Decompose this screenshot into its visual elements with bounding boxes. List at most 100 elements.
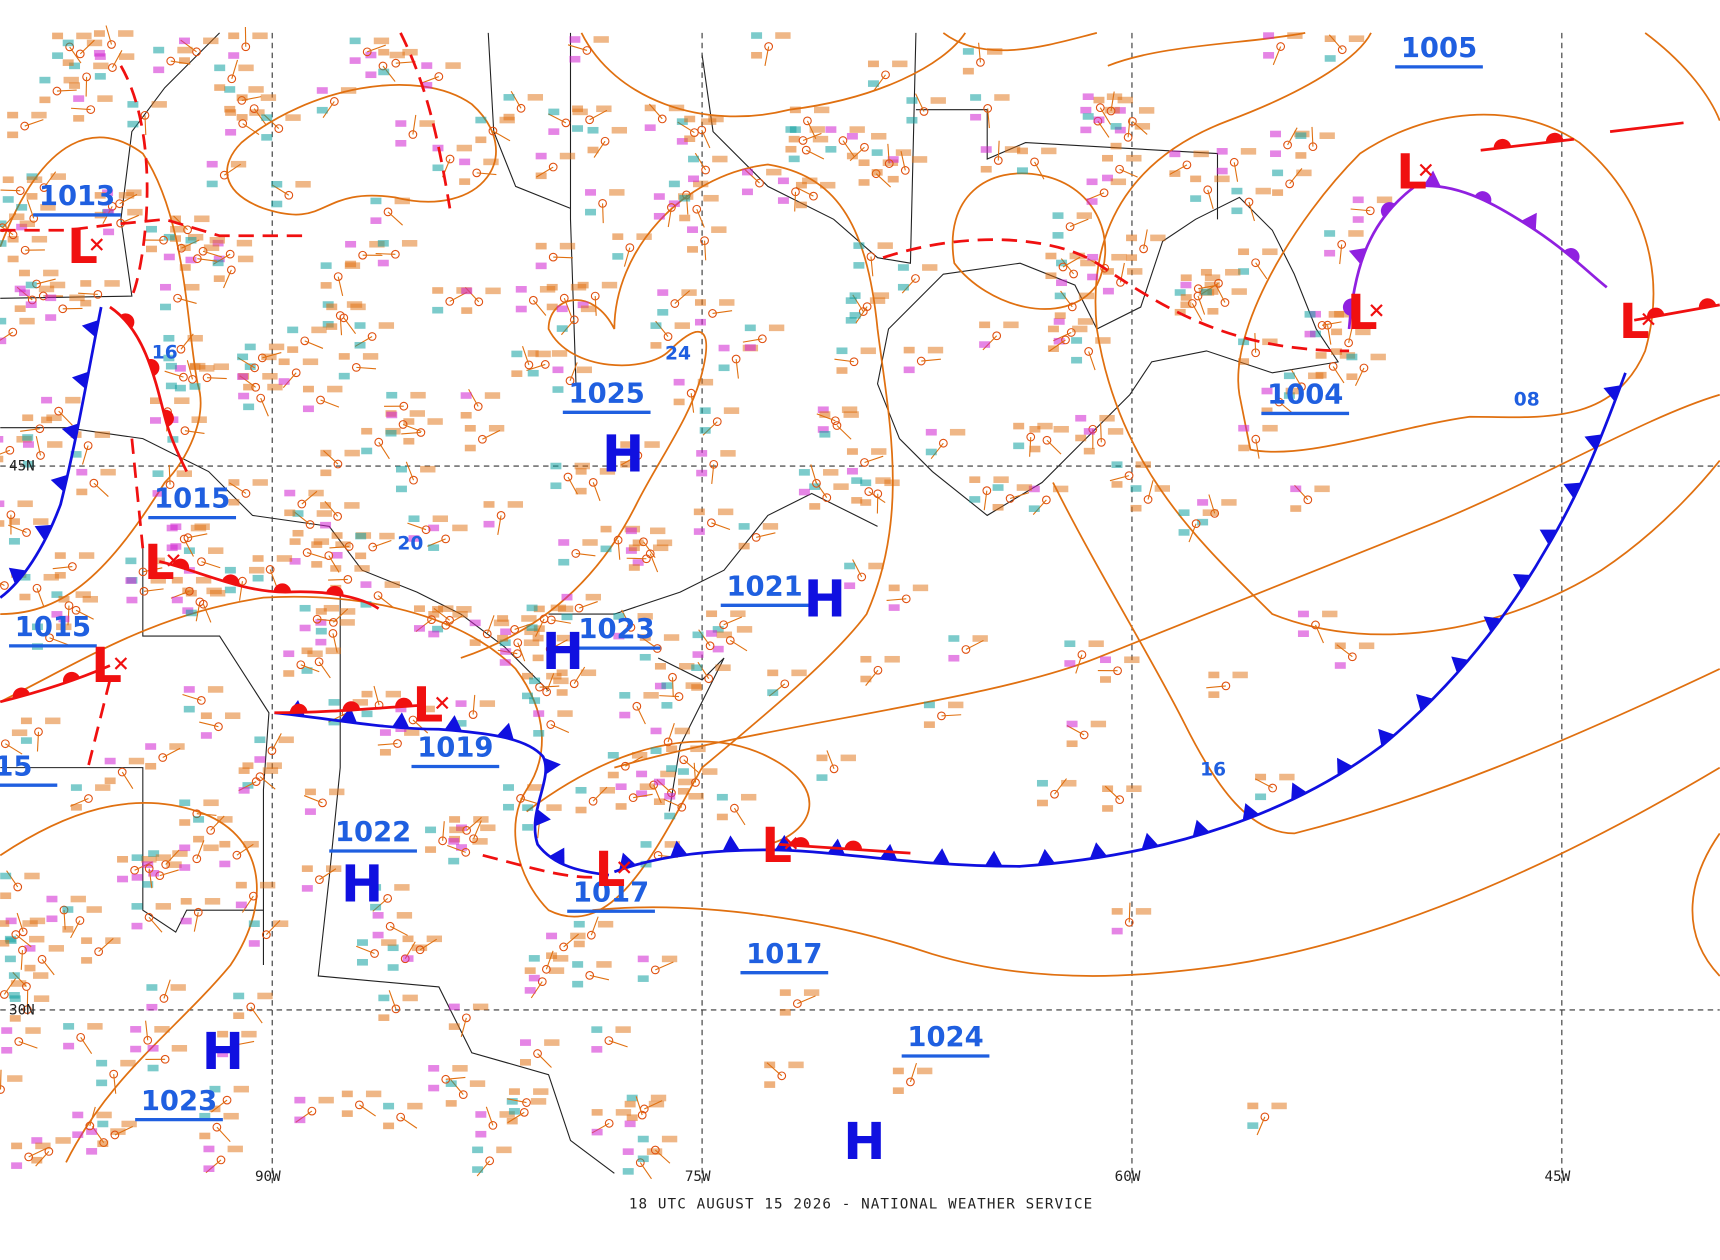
station [488,1121,498,1130]
station-value [395,465,407,473]
station-value [1346,373,1358,381]
station-value [836,347,848,355]
station-value [679,214,691,222]
station-value [72,1131,84,1138]
station-value [691,684,703,691]
station-value [846,152,858,160]
station [857,572,867,582]
station-value [249,566,265,574]
wind-barb [400,1116,418,1129]
station-value [871,132,887,140]
pressure-label: 1013 [39,181,115,212]
wind-barb [16,912,24,933]
wind-barb [539,685,560,688]
wind-barb [78,292,98,295]
station-value [522,824,534,831]
station-value [411,944,428,952]
front-symbol [222,574,240,586]
station-value [843,411,859,418]
station-value [1180,294,1192,301]
station-value [365,1090,382,1098]
station-value [104,777,116,785]
pressure-label: 1022 [335,817,411,848]
station-value [609,189,625,196]
wind-barb [1188,523,1197,543]
station [755,178,764,188]
station-value [395,705,407,713]
station-value [7,111,19,119]
pressure-label: 1019 [417,733,493,764]
high-center: H [202,1022,244,1081]
station [408,130,418,139]
station-value [1271,1102,1287,1110]
wind-barb [1206,685,1226,689]
station-value [696,469,708,477]
station-value [613,613,625,620]
station-value [703,194,719,202]
station-value [1261,387,1273,395]
station-value [331,532,343,539]
station-value [836,367,848,374]
station-value [1036,799,1048,807]
front-symbol [496,722,514,740]
station-value [524,987,536,994]
wind-barb [1128,902,1131,923]
station [227,74,237,84]
station-value [1197,518,1209,526]
station-value [261,353,277,361]
station-value [102,189,114,197]
wind-barb [20,950,24,970]
station [510,625,520,634]
station-value [497,615,509,622]
station [632,701,642,711]
station-value [1331,328,1343,336]
station-value [125,557,137,565]
station-value [46,895,58,903]
wind-barb [35,436,42,456]
station-value [615,1109,632,1116]
station [188,374,197,384]
wind-barb [1034,161,1045,180]
station-value [131,854,143,861]
wind-barb [142,567,163,573]
station [670,299,680,308]
wind-barb [253,108,267,125]
wind-barb [1321,321,1342,326]
station-value [5,917,17,925]
station [637,1110,647,1120]
station-value [1238,338,1250,346]
station-value [640,860,652,868]
station-value [0,317,7,325]
wind-barb [633,793,653,799]
station-value [235,901,247,909]
station-value [1180,281,1192,289]
station-value [528,974,540,982]
station-value [652,544,669,552]
pressure-label: 1005 [1401,33,1477,64]
station-value [320,262,332,269]
coastline [876,196,1340,517]
station-value [287,326,299,334]
station-value [425,846,437,853]
station-value [1314,485,1330,493]
station-value [452,524,468,532]
station [919,107,929,116]
station-value [379,532,395,540]
station [1268,783,1278,793]
station-value [657,309,669,316]
front-symbol [120,313,135,329]
station-value [716,793,728,801]
station [482,629,492,639]
wind-barb [184,430,205,434]
high-center: H [843,1112,885,1171]
wind-barb [683,759,700,774]
station-value [127,120,139,128]
front-symbol [289,703,308,713]
front-symbol [670,840,688,858]
station-value [1322,610,1338,618]
station-value [18,289,30,297]
station-value [849,312,861,319]
station [719,620,729,630]
station-value [171,596,183,604]
wind-barb [711,464,715,485]
